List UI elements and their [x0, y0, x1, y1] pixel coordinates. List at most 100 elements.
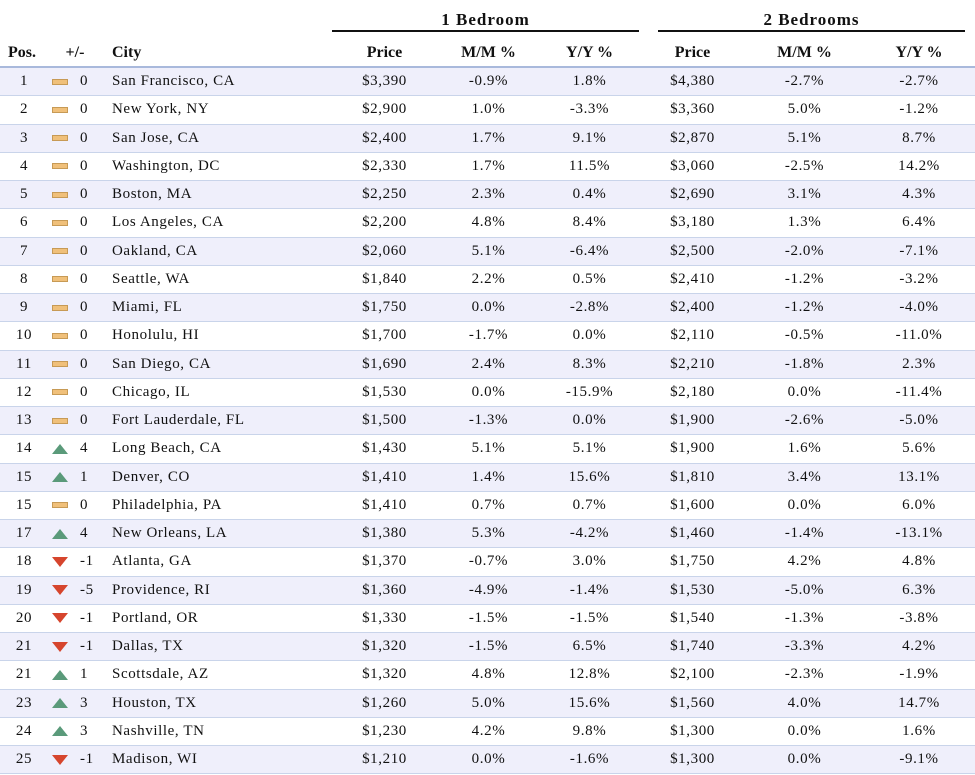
price-2br-cell: $2,400: [639, 293, 746, 323]
price-2br-cell: $2,110: [639, 321, 746, 351]
yy-1br-cell: 15.6%: [540, 463, 639, 492]
table-row: 4 0 Washington, DC $2,330 1.7% 11.5% $3,060 -2.…: [0, 152, 975, 182]
position-cell: 21: [0, 660, 44, 690]
yy-1br-cell: 8.3%: [540, 350, 639, 379]
yy-1br-cell: 9.8%: [540, 717, 639, 747]
yy-1br-cell: 0.4%: [540, 180, 639, 210]
price-1br-cell: $1,410: [332, 463, 437, 492]
change-value: 3: [80, 722, 89, 739]
change-value: 1: [80, 666, 89, 683]
change-cell: 0: [44, 66, 106, 97]
change-cell: -5: [44, 576, 106, 605]
flat-bar-icon: [52, 500, 68, 510]
mm-1br-cell: 5.1%: [437, 434, 540, 464]
position-cell: 23: [0, 689, 44, 718]
change-value: 0: [80, 73, 89, 90]
position-cell: 20: [0, 604, 44, 634]
mm-2br-cell: -2.5%: [746, 152, 863, 182]
col-header-yy-1br: Y/Y %: [566, 44, 613, 61]
yy-2br-cell: -5.0%: [863, 406, 975, 436]
down-triangle-icon: [52, 556, 68, 567]
table-row: 23 3 Houston, TX $1,260 5.0% 15.6% $1,560 4.0% 1…: [0, 689, 975, 718]
change-value: 0: [80, 496, 89, 513]
mm-2br-cell: 1.6%: [746, 434, 863, 464]
flat-bar-icon: [52, 133, 68, 143]
table-row: 8 0 Seattle, WA $1,840 2.2% 0.5% $2,410 -1.2% -3…: [0, 265, 975, 295]
price-1br-cell: $1,380: [332, 519, 437, 549]
position-cell: 14: [0, 434, 44, 464]
price-1br-cell: $1,320: [332, 632, 437, 662]
price-1br-cell: $1,500: [332, 406, 437, 436]
position-cell: 7: [0, 237, 44, 266]
change-value: 0: [80, 270, 89, 287]
price-2br-cell: $1,900: [639, 406, 746, 436]
mm-2br-cell: 0.0%: [746, 378, 863, 408]
mm-1br-cell: -1.3%: [437, 406, 540, 436]
col-header-mm-2br: M/M %: [777, 44, 832, 61]
yy-2br-cell: 1.6%: [863, 717, 975, 747]
mm-1br-cell: 1.7%: [437, 124, 540, 153]
flat-bar-icon: [52, 105, 68, 115]
mm-1br-cell: 4.8%: [437, 660, 540, 690]
price-1br-cell: $1,410: [332, 491, 437, 521]
table-row: 10 0 Honolulu, HI $1,700 -1.7% 0.0% $2,110 -0.5…: [0, 321, 975, 351]
change-cell: 4: [44, 519, 106, 549]
flat-bar-icon: [52, 161, 68, 171]
header-row: Pos. +/- City Price M/M % Y/Y % Price M/…: [0, 40, 975, 67]
price-1br-cell: $1,330: [332, 604, 437, 634]
position-cell: 1: [0, 66, 44, 97]
change-value: 0: [80, 129, 89, 146]
yy-1br-cell: -2.8%: [540, 293, 639, 323]
change-cell: 0: [44, 406, 106, 436]
yy-2br-cell: 2.3%: [863, 350, 975, 379]
table-row: 15 1 Denver, CO $1,410 1.4% 15.6% $1,810 3.4% 13…: [0, 463, 975, 492]
mm-2br-cell: -1.3%: [746, 604, 863, 634]
price-2br-cell: $2,410: [639, 265, 746, 295]
yy-2br-cell: 5.6%: [863, 434, 975, 464]
up-triangle-icon: [52, 443, 68, 454]
up-triangle-icon: [52, 669, 68, 680]
mm-2br-cell: 1.3%: [746, 208, 863, 238]
yy-2br-cell: -13.1%: [863, 519, 975, 549]
group-header-2-bedrooms: 2 Bedrooms: [658, 10, 965, 32]
city-cell: New York, NY: [106, 95, 332, 125]
city-cell: Miami, FL: [106, 293, 332, 323]
table-row: 1 0 San Francisco, CA $3,390 -0.9% 1.8% $4,380…: [0, 66, 975, 97]
table-row: 9 0 Miami, FL $1,750 0.0% -2.8% $2,400 -1.2% -4.…: [0, 293, 975, 323]
group-header-1-bedroom: 1 Bedroom: [332, 10, 639, 32]
position-cell: 6: [0, 208, 44, 238]
yy-1br-cell: 3.0%: [540, 547, 639, 577]
position-cell: 25: [0, 745, 44, 775]
price-1br-cell: $1,230: [332, 717, 437, 747]
mm-2br-cell: 3.4%: [746, 463, 863, 492]
flat-bar-icon: [52, 77, 68, 87]
table-row: 21 1 Scottsdale, AZ $1,320 4.8% 12.8% $2,100 -2…: [0, 660, 975, 690]
mm-2br-cell: 4.0%: [746, 689, 863, 718]
yy-1br-cell: -4.2%: [540, 519, 639, 549]
mm-2br-cell: -2.3%: [746, 660, 863, 690]
change-cell: 0: [44, 378, 106, 408]
change-cell: 0: [44, 350, 106, 379]
col-header-mm-1br: M/M %: [461, 44, 516, 61]
change-value: 0: [80, 101, 89, 118]
yy-1br-cell: 1.8%: [540, 66, 639, 97]
mm-1br-cell: 4.8%: [437, 208, 540, 238]
price-1br-cell: $1,840: [332, 265, 437, 295]
price-1br-cell: $1,690: [332, 350, 437, 379]
mm-2br-cell: 0.0%: [746, 717, 863, 747]
price-1br-cell: $2,060: [332, 237, 437, 266]
table-row: 11 0 San Diego, CA $1,690 2.4% 8.3% $2,210 -1.8…: [0, 350, 975, 379]
up-triangle-icon: [52, 472, 68, 483]
city-cell: San Jose, CA: [106, 124, 332, 153]
price-2br-cell: $3,180: [639, 208, 746, 238]
yy-2br-cell: 14.7%: [863, 689, 975, 718]
table-row: 14 4 Long Beach, CA $1,430 5.1% 5.1% $1,900 1.6…: [0, 434, 975, 464]
price-2br-cell: $2,210: [639, 350, 746, 379]
position-cell: 19: [0, 576, 44, 605]
table-row: 3 0 San Jose, CA $2,400 1.7% 9.1% $2,870 5.1% 8.…: [0, 124, 975, 153]
mm-1br-cell: 5.3%: [437, 519, 540, 549]
yy-1br-cell: 12.8%: [540, 660, 639, 690]
price-1br-cell: $2,330: [332, 152, 437, 182]
city-cell: Madison, WI: [106, 745, 332, 775]
